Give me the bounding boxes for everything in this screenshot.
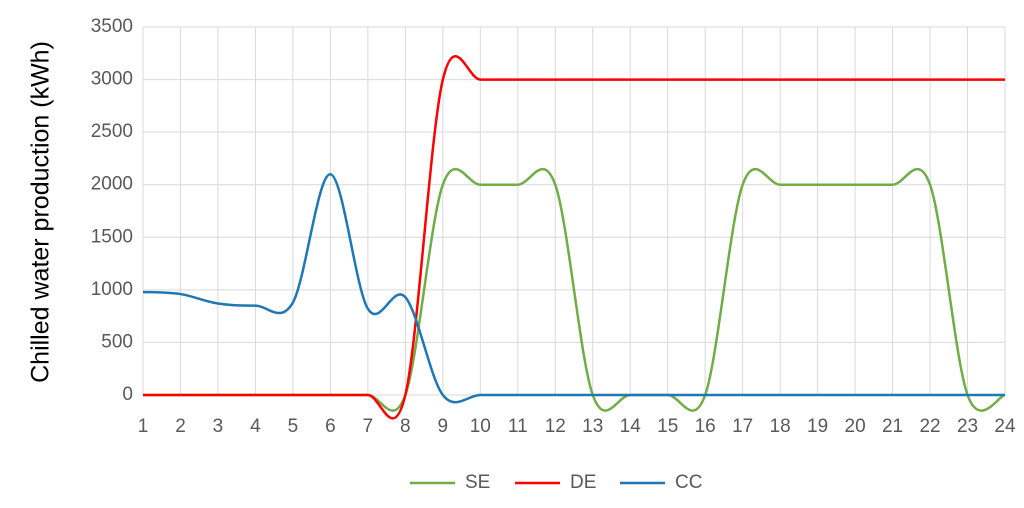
y-tick-label: 1000 (91, 279, 133, 300)
x-tick-label: 8 (400, 416, 411, 437)
x-tick-label: 2 (175, 416, 186, 437)
y-tick-label: 0 (122, 384, 133, 405)
x-tick-label: 4 (250, 416, 261, 437)
x-tick-label: 18 (770, 416, 791, 437)
y-tick-label: 3000 (91, 69, 133, 90)
x-tick-label: 24 (994, 416, 1016, 437)
x-tick-label: 17 (732, 416, 753, 437)
x-tick-label: 20 (845, 416, 866, 437)
x-tick-label: 6 (325, 416, 336, 437)
legend-label: CC (675, 472, 702, 493)
y-tick-label: 500 (101, 331, 133, 352)
x-tick-label: 3 (213, 416, 224, 437)
x-tick-label: 9 (438, 416, 449, 437)
x-tick-label: 15 (657, 416, 678, 437)
x-tick-label: 11 (508, 416, 528, 437)
y-tick-label: 2500 (91, 121, 133, 142)
y-tick-label: 1500 (91, 226, 133, 247)
x-tick-label: 10 (470, 416, 491, 437)
x-tick-label: 14 (620, 416, 642, 437)
y-tick-label: 3500 (91, 16, 133, 37)
x-tick-label: 23 (957, 416, 978, 437)
legend-label: DE (570, 472, 596, 493)
x-tick-label: 7 (363, 416, 374, 437)
x-tick-label: 22 (919, 416, 940, 437)
y-tick-label: 2000 (91, 174, 133, 195)
series-line (142, 172, 1005, 404)
x-tick-label: 13 (582, 416, 603, 437)
series-line (142, 55, 1005, 420)
x-tick-label: 1 (138, 416, 149, 437)
x-tick-label: 16 (695, 416, 716, 437)
x-tick-label: 19 (807, 416, 828, 437)
x-tick-label: 12 (545, 416, 566, 437)
x-tick-label: 5 (288, 416, 299, 437)
y-axis-label: Chilled water production (kWh) (27, 41, 55, 383)
x-tick-label: 21 (882, 416, 903, 437)
legend-label: SE (465, 472, 490, 493)
